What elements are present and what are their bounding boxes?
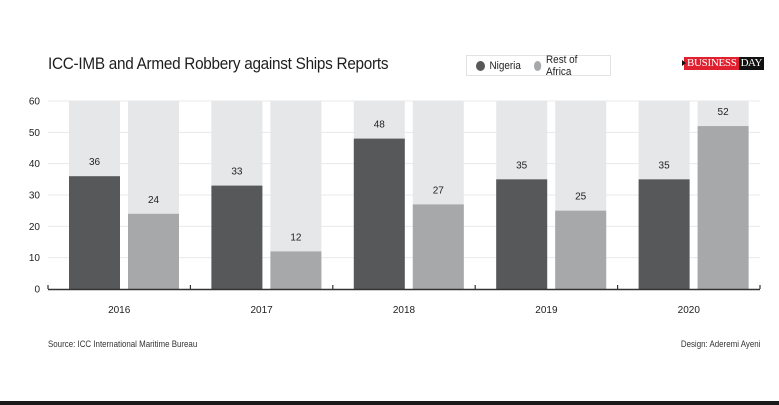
x-tick-label-2016: 2016 [108,305,131,316]
data-label-nigeria-2020: 35 [659,160,671,171]
data-label-rest-of-africa-2016: 24 [148,195,160,206]
bar-nigeria-2019 [496,179,548,289]
bar-rest-of-africa-2016 [128,213,179,289]
source-note: Source: ICC International Maritime Burea… [48,339,198,349]
legend: Nigeria Rest of Africa [466,53,611,78]
data-label-nigeria-2016: 36 [89,157,101,168]
design-credit: Design: Aderemi Ayeni [680,339,760,349]
data-label-nigeria-2019: 35 [516,160,528,171]
y-tick-label-10: 10 [29,253,41,264]
bottom-border [0,401,779,405]
y-tick-label-20: 20 [29,222,41,233]
y-tick-label-30: 30 [29,191,41,202]
bar-nigeria-2016 [69,176,120,289]
x-tick-label-2018: 2018 [393,305,416,316]
bar-rest-of-africa-2019 [555,210,607,289]
y-tick-label-50: 50 [29,128,41,139]
legend-swatch-nigeria [476,60,485,71]
legend-item-nigeria: Nigeria [476,60,521,72]
x-tick-label-2020: 2020 [678,305,701,316]
bar-rest-of-africa-2020 [697,126,749,289]
x-tick-label-2017: 2017 [250,305,273,316]
legend-swatch-rest-of-africa [533,60,542,71]
bar-rest-of-africa-2017 [270,251,322,289]
y-tick-label-40: 40 [29,159,41,170]
data-label-nigeria-2018: 48 [374,120,386,131]
legend-item-rest-of-africa: Rest of Africa [533,53,595,78]
data-label-rest-of-africa-2020: 52 [718,107,730,118]
bar-nigeria-2017 [211,185,263,289]
bar-nigeria-2018 [353,138,405,289]
businessday-logo: BUSINESS DAY [682,57,764,70]
data-label-rest-of-africa-2018: 27 [433,185,445,196]
data-label-nigeria-2017: 33 [231,167,243,178]
logo-business: BUSINESS [682,57,739,70]
legend-label-rest-of-africa: Rest of Africa [545,53,578,78]
data-label-rest-of-africa-2017: 12 [290,232,302,243]
chart-title: ICC-IMB and Armed Robbery against Ships … [48,54,389,73]
x-tick-label-2019: 2019 [535,305,558,316]
bar-nigeria-2020 [638,179,690,289]
y-tick-label-60: 60 [29,97,41,108]
logo-day: DAY [738,57,764,70]
bar-chart: 0 10 20 30 40 50 60 36 24 2016 33 12 2017 48 27 2018 35 2… [29,97,761,316]
legend-label-nigeria: Nigeria [489,59,521,72]
y-tick-label-0: 0 [34,285,40,296]
bar-rest-of-africa-2018 [412,204,464,289]
data-label-rest-of-africa-2019: 25 [575,192,587,203]
